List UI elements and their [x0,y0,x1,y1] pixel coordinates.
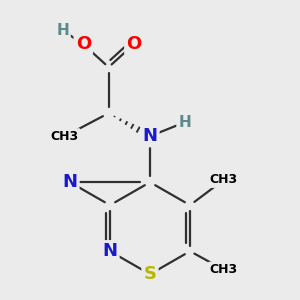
Text: S: S [143,265,157,283]
Text: CH3: CH3 [209,263,238,276]
Text: H: H [178,115,191,130]
Text: O: O [76,35,91,53]
Text: N: N [142,127,158,145]
Text: N: N [62,173,77,191]
Text: H: H [56,23,69,38]
Text: N: N [103,242,118,260]
Text: CH3: CH3 [209,173,238,186]
Text: O: O [126,35,142,53]
Text: CH3: CH3 [51,130,79,143]
